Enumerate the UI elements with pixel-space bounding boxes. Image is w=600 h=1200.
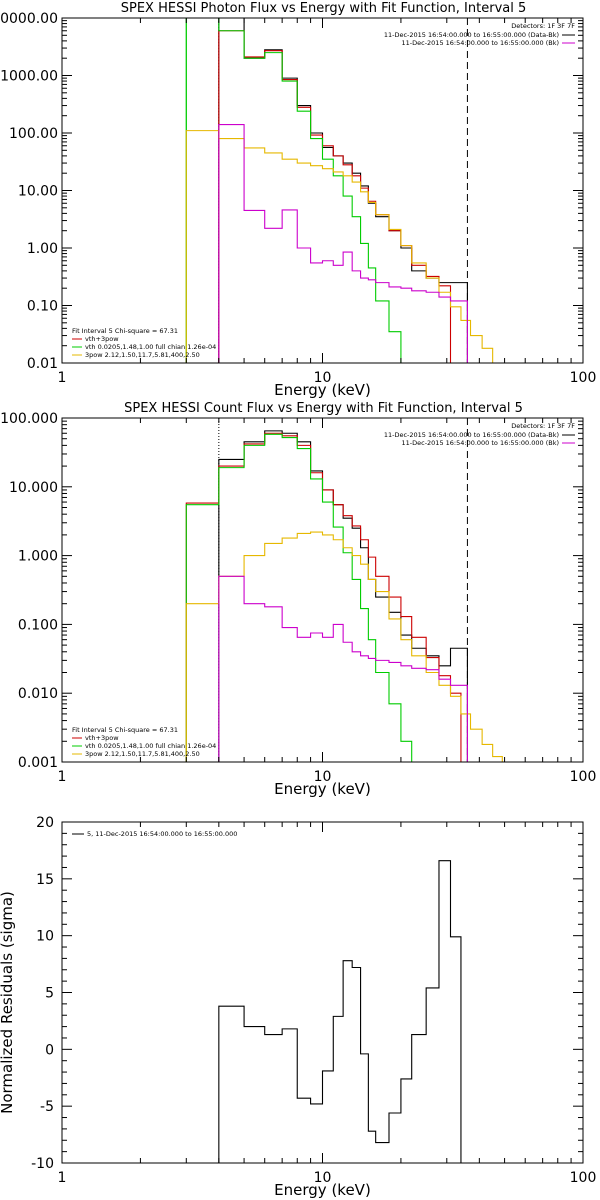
- y-tick-label: 10.000: [9, 480, 58, 496]
- y-tick-label: 15: [36, 872, 54, 888]
- y-tick-label: 10: [36, 929, 54, 945]
- legend-entry-label: 11-Dec-2015 16:54:00.000 to 16:55:00.000…: [384, 431, 559, 439]
- x-tick-label: 10: [314, 1170, 332, 1186]
- series-3pow: [185, 130, 494, 363]
- series-3pow: [185, 531, 503, 762]
- y-tick-label: 20: [36, 815, 54, 831]
- x-tick-label: 10: [314, 370, 332, 386]
- y-tick-label: 0: [45, 1042, 54, 1058]
- y-tick-label: -10: [31, 1156, 54, 1172]
- x-tick-label: 100: [570, 1170, 597, 1186]
- chart-2: SPEX HESSI Count Flux vs Energy with Fit…: [0, 401, 596, 798]
- plot-frame: [61, 17, 584, 364]
- y-tick-label: 5: [45, 986, 54, 1002]
- legend-detectors: Detectors: 1F 3F 7F: [511, 422, 575, 430]
- legend-entry-label: 11-Dec-2015 16:54:00.000 to 16:55:00.000…: [402, 39, 560, 47]
- y-tick-label: 1.00: [27, 241, 58, 257]
- legend-entry-label: 3pow 2.12,1.50,11.7,5.81,400,2.50: [85, 351, 200, 359]
- y-tick-label: 1.000: [18, 549, 58, 565]
- y-tick-label: 0.01: [27, 356, 58, 372]
- series-vth-3pow: [185, 432, 462, 762]
- y-tick-label: 0.001: [18, 755, 58, 771]
- x-tick-label: 10: [314, 769, 332, 785]
- series-bk: [218, 124, 468, 363]
- legend-entry-label: vth+3pow: [85, 335, 119, 343]
- y-tick-label: 100.000: [0, 411, 58, 427]
- x-tick-label: 1: [58, 1170, 67, 1186]
- legend-entry-label: 11-Dec-2015 16:54:00.000 to 16:55:00.000…: [402, 439, 560, 447]
- plot-frame: [61, 417, 584, 763]
- legend-entry-label: 11-Dec-2015 16:54:00.000 to 16:55:00.000…: [384, 31, 559, 39]
- y-tick-label: 100.00: [9, 126, 58, 142]
- y-tick-label: 10000.00: [0, 11, 58, 27]
- x-tick-label: 1: [58, 769, 67, 785]
- y-tick-label: 1000.00: [0, 69, 58, 85]
- chart-title: SPEX HESSI Count Flux vs Energy with Fit…: [124, 401, 523, 416]
- legend-fit-header: Fit Interval 5 Chi-square = 67.31: [72, 327, 178, 335]
- x-axis-label: Energy (keV): [274, 1181, 371, 1199]
- x-tick-label: 100: [570, 769, 597, 785]
- y-axis-label: Normalized Residuals (sigma): [0, 891, 16, 1114]
- chart-1: SPEX HESSI Photon Flux vs Energy with Fi…: [0, 1, 596, 399]
- legend-entry-label: vth 0.0205,1.48,1.00 full chian 1.26e-04: [85, 343, 216, 351]
- legend-entry-label: 3pow 2.12,1.50,11.7,5.81,400,2.50: [85, 750, 200, 758]
- x-axis-label: Energy (keV): [274, 381, 371, 399]
- y-tick-label: 0.100: [18, 617, 58, 633]
- series-vth: [185, 18, 412, 363]
- chart-title: SPEX HESSI Photon Flux vs Energy with Fi…: [121, 1, 527, 16]
- legend-entry-label: 5, 11-Dec-2015 16:54:00.000 to 16:55:00.…: [87, 830, 237, 838]
- legend-entry-label: vth 0.0205,1.48,1.00 full chian 1.26e-04: [85, 742, 216, 750]
- x-axis-label: Energy (keV): [274, 780, 371, 798]
- x-tick-label: 1: [58, 370, 67, 386]
- chart-3: 1 10 100 Energy (keV) 20 15 10 5 0 -5 -10 Normalize…: [0, 815, 596, 1199]
- legend-fit-header: Fit Interval 5 Chi-square = 67.31: [72, 726, 178, 734]
- series-bk: [218, 575, 468, 762]
- y-tick-label: -5: [40, 1099, 54, 1115]
- series-vth: [185, 433, 413, 762]
- legend-entry-label: vth+3pow: [85, 734, 119, 742]
- x-tick-label: 100: [570, 370, 597, 386]
- series-5-11-dec-2015-16-54-00-000-to-16-55-00-000: [218, 860, 468, 1163]
- legend-detectors: Detectors: 1F 3F 7F: [511, 22, 575, 30]
- y-tick-label: 10.00: [18, 184, 58, 200]
- plot-frame: [61, 821, 584, 1164]
- y-tick-label: 0.10: [27, 299, 58, 315]
- series-data-bk: [218, 430, 468, 762]
- series-vth-3pow: [218, 30, 452, 363]
- y-tick-label: 0.010: [18, 686, 58, 702]
